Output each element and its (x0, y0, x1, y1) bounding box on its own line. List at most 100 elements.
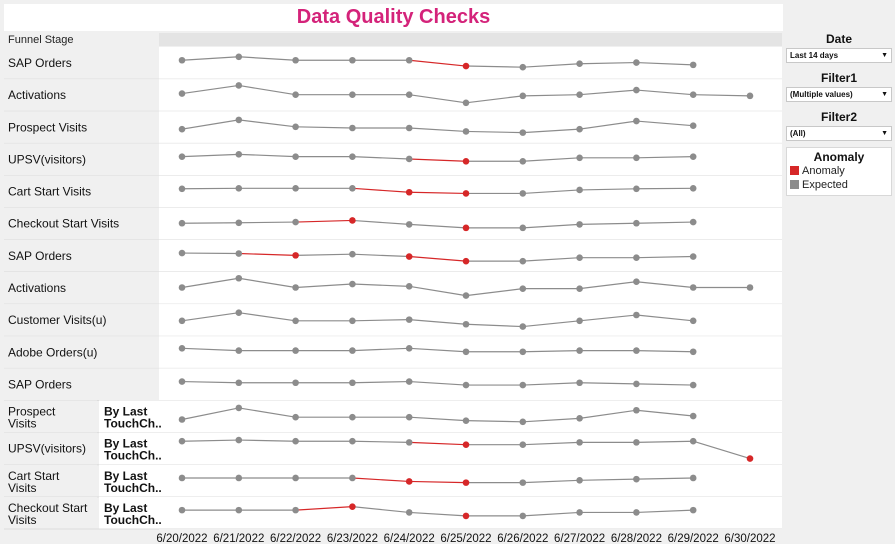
data-point[interactable] (235, 274, 243, 282)
data-point[interactable] (689, 348, 697, 356)
data-point[interactable] (633, 278, 640, 286)
data-point[interactable] (178, 125, 186, 133)
data-point[interactable] (235, 347, 243, 354)
data-point[interactable] (292, 437, 299, 445)
data-point[interactable] (689, 474, 697, 482)
data-point[interactable] (405, 155, 413, 163)
data-point[interactable] (519, 257, 527, 265)
data-point[interactable] (633, 154, 640, 162)
data-point[interactable] (576, 415, 583, 422)
data-point[interactable] (292, 284, 299, 291)
data-point[interactable] (349, 379, 356, 387)
data-point[interactable] (689, 412, 697, 420)
data-point[interactable] (689, 153, 697, 160)
data-point[interactable] (235, 116, 243, 124)
data-point[interactable] (235, 309, 243, 316)
data-point[interactable] (576, 347, 583, 354)
data-point[interactable] (576, 221, 583, 228)
data-point[interactable] (235, 436, 243, 444)
data-point[interactable] (349, 503, 356, 510)
data-point[interactable] (519, 63, 527, 71)
data-point[interactable] (633, 439, 640, 446)
data-point[interactable] (462, 441, 470, 448)
data-point[interactable] (292, 474, 299, 482)
data-point[interactable] (519, 479, 527, 486)
data-point[interactable] (405, 509, 413, 516)
data-point[interactable] (235, 219, 243, 227)
filter2-dropdown[interactable]: (All) ▼ (786, 126, 892, 141)
data-point[interactable] (292, 379, 299, 387)
data-point[interactable] (576, 125, 583, 133)
data-point[interactable] (633, 406, 640, 414)
data-point[interactable] (178, 185, 186, 193)
data-point[interactable] (235, 53, 243, 61)
data-point[interactable] (576, 60, 583, 68)
data-point[interactable] (633, 59, 640, 66)
legend-item-expected[interactable]: Expected (790, 178, 888, 192)
data-point[interactable] (405, 439, 413, 446)
data-point[interactable] (576, 91, 583, 98)
data-point[interactable] (462, 128, 470, 135)
data-point[interactable] (405, 344, 413, 352)
data-point[interactable] (405, 188, 413, 196)
data-point[interactable] (689, 253, 697, 260)
data-point[interactable] (405, 378, 413, 385)
data-point[interactable] (689, 91, 697, 98)
filter1-dropdown[interactable]: (Multiple values) ▼ (786, 87, 892, 102)
data-point[interactable] (576, 509, 583, 516)
data-point[interactable] (292, 123, 299, 131)
data-point[interactable] (178, 437, 186, 445)
data-point[interactable] (633, 380, 640, 388)
data-point[interactable] (235, 82, 243, 89)
data-point[interactable] (292, 252, 299, 259)
data-point[interactable] (576, 254, 583, 261)
data-point[interactable] (349, 280, 356, 288)
data-point[interactable] (292, 506, 299, 514)
data-point[interactable] (178, 219, 186, 227)
data-point[interactable] (349, 185, 356, 192)
data-point[interactable] (235, 151, 243, 158)
data-point[interactable] (519, 157, 527, 165)
data-point[interactable] (178, 317, 186, 325)
data-point[interactable] (292, 185, 299, 192)
data-point[interactable] (405, 316, 413, 323)
data-point[interactable] (178, 344, 186, 352)
data-point[interactable] (292, 91, 299, 98)
data-point[interactable] (462, 224, 470, 232)
data-point[interactable] (689, 185, 697, 192)
data-point[interactable] (519, 224, 527, 232)
data-point[interactable] (519, 381, 527, 389)
data-point[interactable] (405, 124, 413, 132)
data-point[interactable] (178, 90, 186, 97)
data-point[interactable] (178, 56, 186, 64)
data-point[interactable] (462, 62, 470, 70)
data-point[interactable] (519, 418, 527, 426)
data-point[interactable] (519, 512, 527, 520)
data-point[interactable] (349, 474, 356, 482)
data-point[interactable] (462, 99, 470, 107)
data-point[interactable] (519, 190, 527, 197)
data-point[interactable] (576, 285, 583, 292)
data-point[interactable] (746, 92, 754, 100)
data-point[interactable] (405, 56, 413, 64)
data-point[interactable] (576, 317, 583, 325)
data-point[interactable] (235, 474, 243, 482)
data-point[interactable] (292, 317, 299, 325)
data-point[interactable] (633, 509, 640, 516)
data-point[interactable] (405, 221, 413, 228)
data-point[interactable] (349, 91, 356, 98)
data-point[interactable] (349, 413, 356, 421)
data-point[interactable] (519, 129, 527, 136)
data-point[interactable] (633, 219, 640, 227)
data-point[interactable] (349, 250, 356, 258)
data-point[interactable] (519, 348, 527, 356)
data-point[interactable] (292, 347, 299, 354)
data-point[interactable] (633, 475, 640, 483)
data-point[interactable] (633, 117, 640, 125)
data-point[interactable] (292, 56, 299, 64)
data-point[interactable] (576, 439, 583, 446)
data-point[interactable] (689, 122, 697, 129)
data-point[interactable] (689, 506, 697, 514)
data-point[interactable] (462, 157, 470, 165)
data-point[interactable] (633, 311, 640, 319)
